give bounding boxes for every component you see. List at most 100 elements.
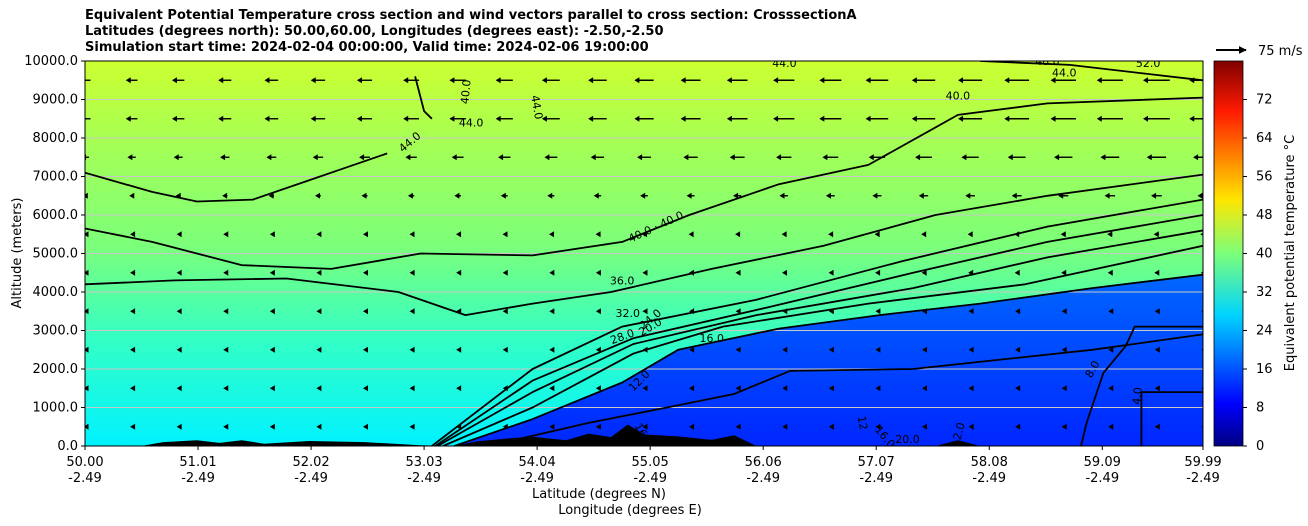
wind-vector-head — [588, 77, 594, 84]
wind-vector — [549, 346, 555, 353]
wind-vector — [874, 231, 880, 238]
wind-vector-head — [80, 116, 85, 122]
wind-vector — [1154, 346, 1160, 353]
wind-vector-head — [735, 423, 741, 430]
wind-vector-head — [776, 154, 782, 161]
wind-vector-head — [310, 77, 316, 84]
wind-vector-head — [1197, 192, 1203, 199]
wind-vector-head — [176, 308, 182, 315]
wind-vector — [1197, 192, 1203, 199]
x-tick-label-latitude: 56.06 — [745, 455, 782, 470]
wind-vector-head — [735, 346, 741, 353]
wind-vector-head — [502, 269, 508, 276]
wind-vector — [1015, 385, 1021, 392]
wind-vector-head — [223, 231, 229, 238]
wind-vector-head — [85, 192, 88, 199]
wind-vector-head — [223, 269, 229, 276]
wind-vector — [1015, 346, 1021, 353]
wind-vector-head — [868, 154, 874, 161]
wind-vector — [1004, 77, 1030, 84]
wind-vector-head — [1154, 308, 1160, 315]
wind-vector — [269, 346, 275, 353]
wind-vector-head — [911, 115, 917, 122]
terrain-profile — [85, 424, 1203, 446]
wind-vector — [269, 385, 275, 392]
wind-vector-head — [130, 308, 136, 315]
wind-vector — [781, 231, 787, 238]
wind-vector — [828, 231, 834, 238]
wind-vector-head — [1143, 77, 1149, 84]
wind-vector-head — [269, 308, 275, 315]
wind-vector — [642, 308, 648, 315]
wind-vector-head — [218, 77, 224, 84]
wind-vector-head — [85, 385, 89, 392]
wind-vector-head — [316, 423, 322, 430]
wind-vector — [872, 192, 882, 199]
contour-label: 52.0 — [1136, 57, 1161, 70]
x-tick-label-latitude: 59.09 — [1084, 455, 1121, 470]
wind-vector-head — [634, 77, 640, 84]
chart-title-line-1: Equivalent Potential Temperature cross s… — [85, 8, 857, 23]
wind-vector — [637, 154, 651, 161]
contour-line-48 — [980, 61, 1203, 82]
wind-vector-head — [125, 115, 131, 122]
wind-vector-head — [640, 192, 646, 199]
wind-vector — [218, 115, 232, 122]
wind-vector-head — [825, 192, 831, 199]
wind-vector — [595, 385, 601, 392]
wind-vector — [498, 154, 511, 161]
wind-vector — [269, 269, 275, 276]
wind-vector-head — [822, 154, 828, 161]
x-tick-label-latitude: 55.05 — [632, 455, 669, 470]
wind-vector-head — [456, 269, 462, 276]
y-tick-label: 2000.0 — [33, 362, 79, 377]
contour-label: 16.0 — [699, 332, 724, 345]
wind-vector — [729, 154, 745, 161]
wind-vector-head — [502, 308, 508, 315]
x-tick-label-latitude: 53.03 — [405, 455, 442, 470]
wind-vector — [125, 115, 138, 122]
wind-vector — [1060, 231, 1066, 238]
wind-vector-head — [130, 231, 136, 238]
wind-vector — [828, 346, 834, 353]
wind-vector-head — [547, 192, 553, 199]
wind-vector — [130, 269, 136, 276]
wind-vector-head — [269, 423, 275, 430]
wind-vector-head — [269, 346, 275, 353]
wind-vector — [735, 231, 741, 238]
y-tick-label: 4000.0 — [33, 285, 79, 300]
wind-vector-head — [642, 423, 648, 430]
wind-vector — [1061, 385, 1067, 392]
wind-vector-head — [1011, 192, 1017, 199]
wind-vector — [80, 77, 91, 83]
wind-vector-head — [498, 154, 504, 161]
wind-vector — [1153, 231, 1160, 238]
wind-vector — [1154, 269, 1160, 276]
wind-vector-head — [409, 385, 415, 392]
wind-vector — [689, 385, 695, 392]
y-tick-label: 1000.0 — [33, 401, 79, 416]
wind-vector — [1151, 192, 1162, 199]
wind-vector — [961, 154, 979, 161]
wind-vector-head — [454, 192, 460, 199]
wind-vector — [127, 154, 136, 161]
wind-vector-head — [921, 269, 927, 276]
x-tick-label-longitude: -2.49 — [294, 471, 328, 486]
wind-vector — [218, 77, 232, 84]
wind-vector — [1104, 192, 1116, 199]
wind-vector — [922, 346, 927, 353]
wind-vector — [1154, 385, 1160, 392]
wind-vector — [223, 308, 229, 315]
wind-vector — [922, 385, 927, 392]
wind-vector — [85, 192, 88, 199]
wind-vector-head — [1108, 308, 1114, 315]
wind-vector — [409, 423, 415, 430]
wind-vector-head — [500, 192, 506, 199]
wind-vector — [363, 308, 368, 315]
wind-vector — [409, 231, 415, 238]
wind-vector-head — [782, 423, 788, 430]
wind-vector-head — [316, 385, 322, 392]
wind-vector-head — [80, 77, 85, 83]
wind-vector — [310, 115, 326, 122]
